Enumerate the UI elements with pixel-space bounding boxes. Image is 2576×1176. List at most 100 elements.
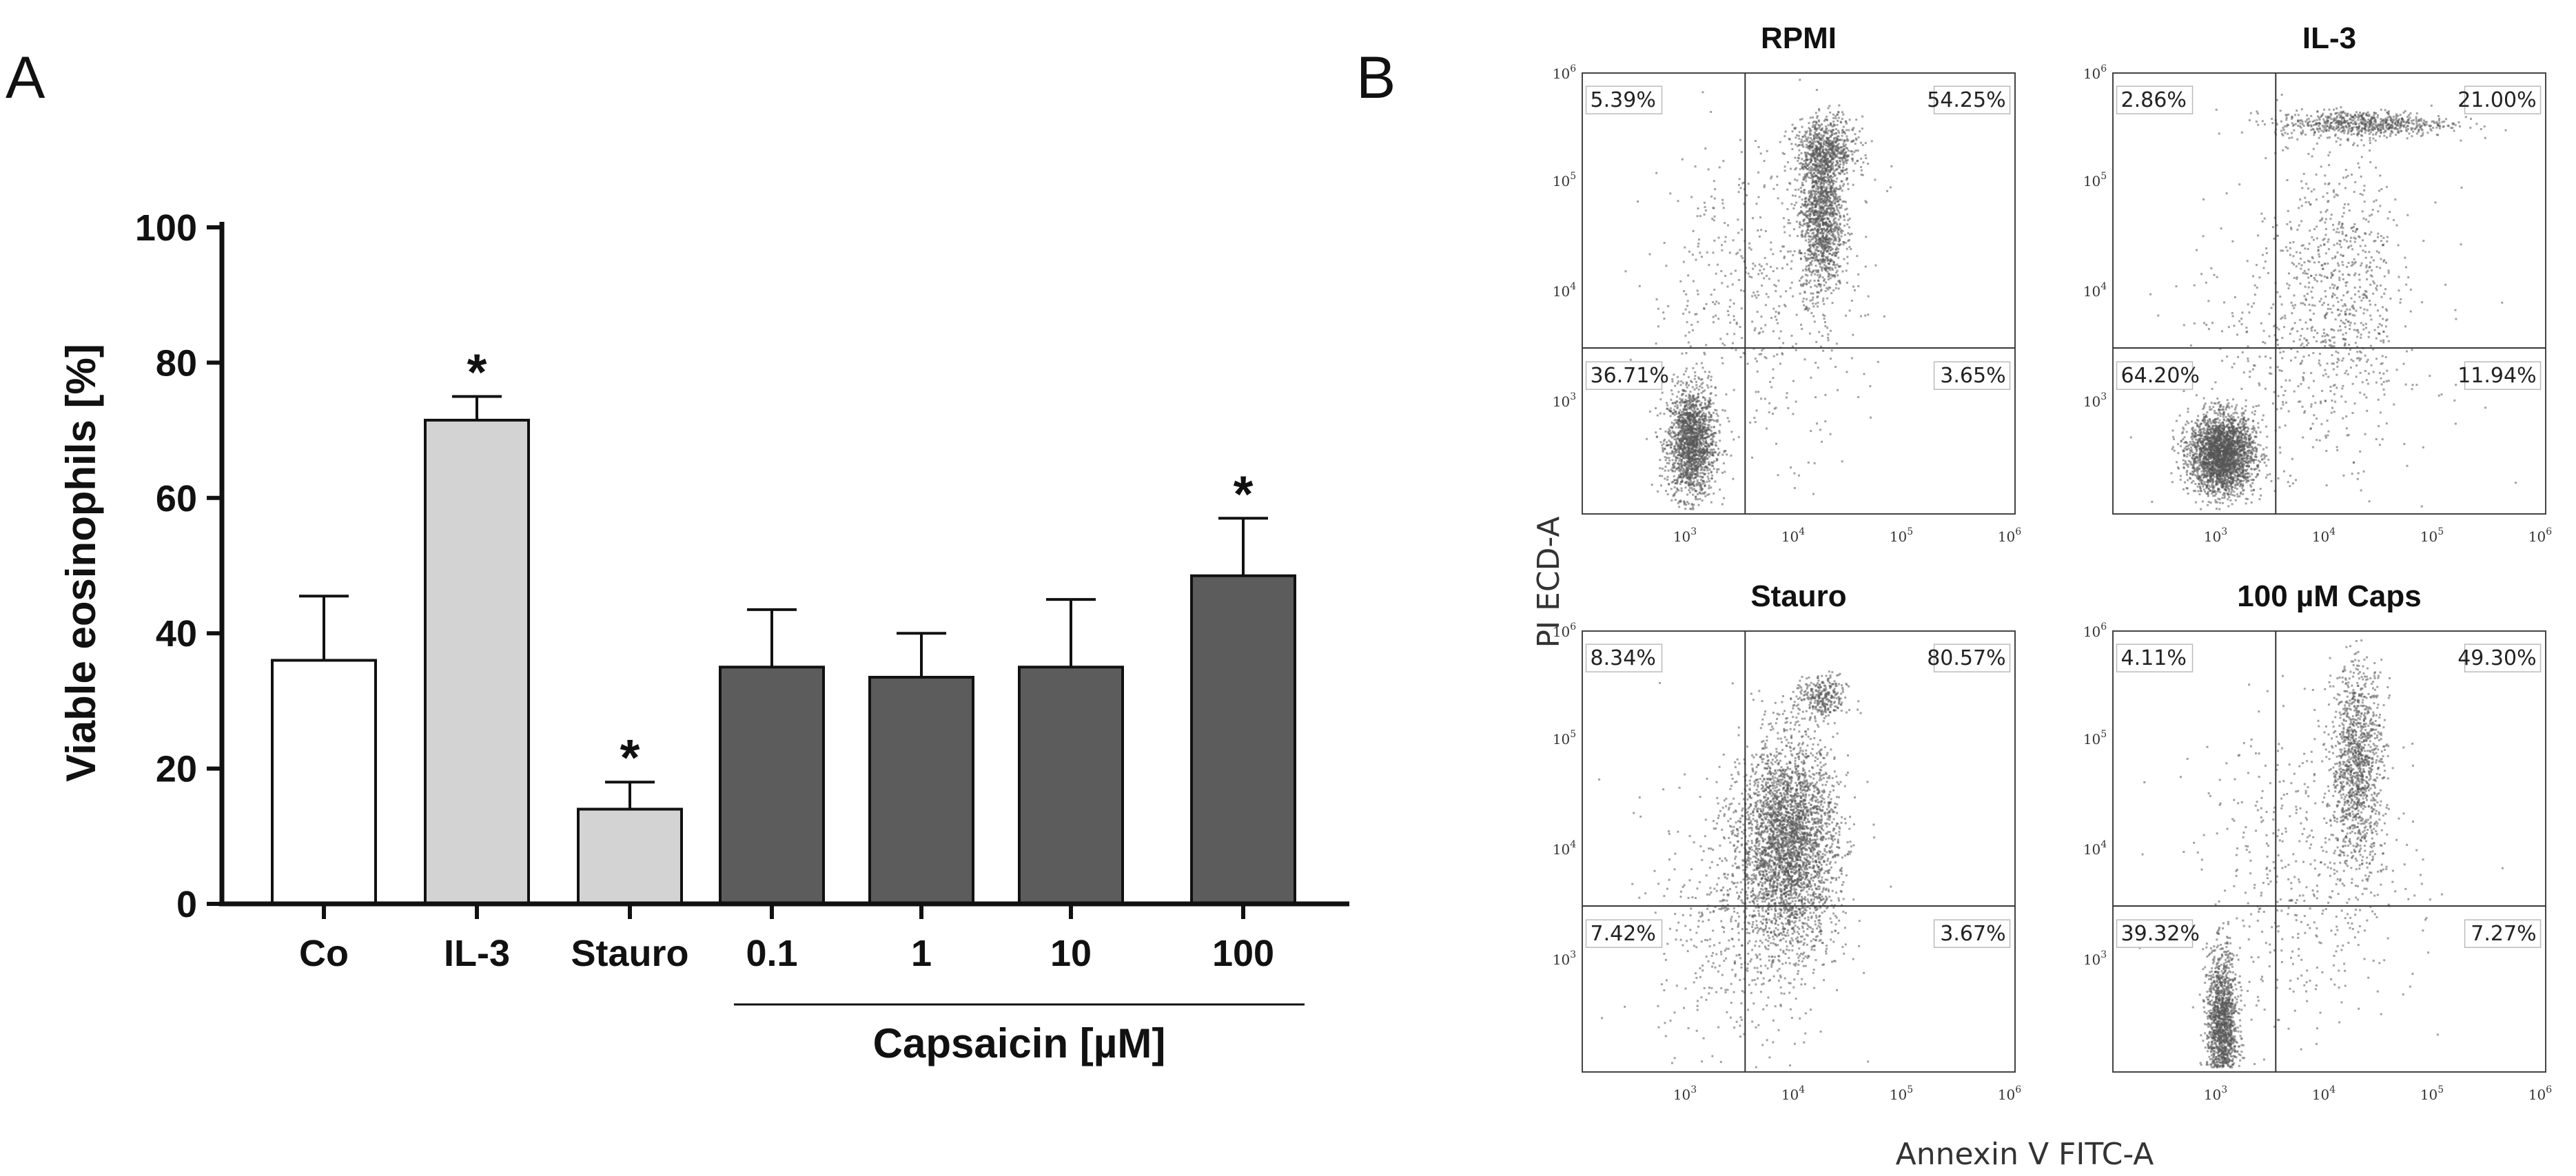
data-point xyxy=(1708,264,1710,267)
data-point xyxy=(1699,492,1701,495)
data-point xyxy=(1808,269,1810,272)
data-point xyxy=(1831,259,1834,262)
data-point xyxy=(1809,200,1812,203)
data-point xyxy=(1821,208,1824,211)
data-point xyxy=(1689,399,1692,402)
data-point xyxy=(1776,183,1779,186)
data-point xyxy=(1815,169,1817,172)
data-point xyxy=(2198,445,2200,447)
data-point xyxy=(1678,412,1681,415)
data-point xyxy=(1793,204,1796,207)
data-point xyxy=(1837,247,1839,250)
data-point xyxy=(1827,160,1830,163)
data-point xyxy=(1704,437,1707,440)
data-point xyxy=(1823,267,1826,269)
data-point xyxy=(1712,301,1715,304)
data-point xyxy=(2250,501,2253,504)
data-point xyxy=(1812,143,1815,145)
data-point xyxy=(1819,212,1822,214)
data-point xyxy=(1823,179,1826,182)
data-point xyxy=(1825,220,1828,223)
data-point xyxy=(1761,349,1764,352)
data-point xyxy=(1832,264,1834,267)
data-point xyxy=(1823,210,1826,213)
data-point xyxy=(1706,377,1709,380)
data-point xyxy=(1834,153,1837,156)
data-point xyxy=(2228,490,2230,493)
data-point xyxy=(1698,418,1701,421)
data-point xyxy=(1834,200,1837,203)
data-point xyxy=(1703,201,1706,204)
data-point xyxy=(1710,426,1713,429)
data-point xyxy=(1695,400,1698,403)
data-point xyxy=(1813,132,1816,134)
data-point xyxy=(1690,482,1693,484)
data-point xyxy=(1821,137,1824,140)
data-point xyxy=(1821,167,1824,169)
data-point xyxy=(1819,151,1821,154)
data-point xyxy=(1852,183,1854,186)
data-point xyxy=(1677,431,1680,434)
data-point xyxy=(1693,462,1695,465)
data-point xyxy=(1803,252,1806,255)
data-point xyxy=(1684,430,1686,433)
data-point xyxy=(1697,376,1700,379)
data-point xyxy=(1786,263,1788,266)
data-point xyxy=(1697,482,1700,484)
data-point xyxy=(1748,242,1751,245)
data-point xyxy=(1808,248,1811,251)
data-point xyxy=(1688,384,1690,386)
data-point xyxy=(1810,196,1813,199)
data-point xyxy=(1694,423,1697,425)
data-point xyxy=(1803,134,1806,136)
data-point xyxy=(1815,255,1818,258)
data-point xyxy=(1851,128,1854,131)
data-point xyxy=(1829,269,1832,271)
data-point xyxy=(1678,460,1681,462)
data-point xyxy=(1710,375,1713,378)
data-point xyxy=(1710,416,1712,418)
data-point xyxy=(1684,398,1687,401)
data-point xyxy=(1822,313,1824,316)
data-point xyxy=(1864,200,1867,203)
data-point xyxy=(1668,462,1670,465)
data-point xyxy=(1839,223,1841,226)
data-point xyxy=(1695,403,1697,406)
data-point xyxy=(1697,400,1699,403)
data-point xyxy=(2194,501,2197,504)
data-point xyxy=(1664,469,1666,472)
data-point xyxy=(1713,197,1716,200)
data-point xyxy=(1823,134,1826,137)
data-point xyxy=(1839,198,1841,200)
data-point xyxy=(1819,228,1822,230)
data-point xyxy=(1840,235,1843,238)
data-point xyxy=(1690,409,1693,411)
data-point xyxy=(1826,231,1829,234)
data-point xyxy=(1815,160,1817,163)
data-point xyxy=(1763,186,1766,189)
data-point xyxy=(1809,279,1812,282)
data-point xyxy=(1806,229,1809,231)
y-tick-exponent: 3 xyxy=(1570,391,1576,402)
data-point xyxy=(1793,127,1796,130)
data-point xyxy=(1817,127,1820,130)
data-point xyxy=(1720,270,1723,272)
data-point xyxy=(1708,446,1710,448)
data-point xyxy=(1810,138,1813,141)
data-point xyxy=(1854,289,1856,291)
data-point xyxy=(1803,189,1806,192)
data-point xyxy=(1815,166,1818,169)
data-point xyxy=(1755,391,1757,393)
data-point xyxy=(1706,467,1709,469)
data-point xyxy=(1831,267,1833,269)
y-tick-label: 60 xyxy=(156,478,197,519)
data-point xyxy=(1699,468,1702,471)
data-point xyxy=(1826,213,1828,216)
data-point xyxy=(1667,431,1670,433)
data-point xyxy=(1739,138,1741,141)
data-point xyxy=(1742,351,1745,354)
data-point xyxy=(1681,352,1684,355)
data-point xyxy=(1834,190,1837,192)
dots xyxy=(2126,94,2517,510)
